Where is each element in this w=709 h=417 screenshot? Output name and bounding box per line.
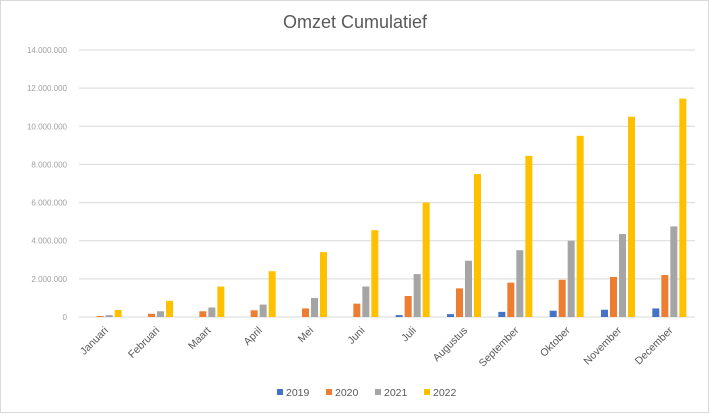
y-tick-label: 6.000.000	[31, 199, 67, 208]
bar-2019-december	[652, 308, 660, 317]
y-tick-label: 0	[63, 313, 68, 322]
y-tick-label: 12.000.000	[27, 84, 68, 93]
bar-2021-januari	[105, 315, 113, 317]
legend-label: 2021	[384, 387, 408, 399]
bar-2021-augustus	[465, 260, 472, 317]
bar-2022-mei	[320, 252, 327, 317]
bar-2020-oktober	[558, 279, 566, 317]
y-tick-label: 8.000.000	[31, 160, 67, 169]
y-tick-label: 14.000.000	[27, 46, 68, 55]
bar-2021-mei	[311, 297, 318, 317]
bar-2022-november	[628, 116, 635, 317]
x-tick-label: Juni	[345, 325, 367, 347]
bar-2020-april	[250, 310, 258, 317]
bar-2019-oktober	[549, 310, 557, 317]
bar-2022-februari	[166, 300, 173, 317]
x-tick-label: Februari	[126, 325, 162, 361]
x-tick-label: Maart	[186, 325, 214, 353]
bar-2020-december	[661, 275, 669, 317]
bar-2022-oktober	[576, 135, 584, 317]
legend-label: 2019	[286, 387, 310, 399]
bar-2021-december	[670, 226, 678, 317]
y-tick-label: 2.000.000	[31, 275, 67, 284]
x-tick-label: December	[633, 324, 676, 367]
bar-2019-november	[601, 309, 608, 317]
bar-2019-augustus	[447, 314, 454, 317]
bar-2020-november	[610, 276, 617, 317]
legend-swatch-2021	[375, 389, 381, 395]
y-tick-label: 4.000.000	[31, 237, 67, 246]
x-tick-label: November	[581, 324, 624, 367]
bar-2022-maart	[217, 286, 225, 317]
bar-2019-juli	[395, 315, 403, 317]
legend-swatch-2020	[326, 389, 332, 395]
bar-2021-oktober	[567, 240, 575, 317]
bar-2020-januari	[96, 316, 104, 317]
y-tick-label: 10.000.000	[27, 122, 68, 131]
bar-2022-januari	[114, 309, 122, 317]
bar-2021-februari	[157, 311, 164, 317]
bar-2022-december	[679, 98, 687, 317]
legend-label: 2020	[335, 387, 359, 399]
bar-2021-november	[619, 234, 626, 317]
x-tick-label: September	[477, 324, 522, 369]
bar-2021-april	[259, 304, 267, 317]
legend-swatch-2022	[424, 389, 430, 395]
bar-2022-augustus	[474, 173, 481, 317]
bar-2021-september	[516, 250, 524, 317]
x-tick-label: Oktober	[538, 324, 573, 359]
bar-2022-april	[268, 271, 276, 317]
x-tick-label: Mei	[296, 325, 316, 345]
x-tick-label: Januari	[78, 325, 111, 358]
bar-2021-juni	[362, 286, 370, 317]
bar-2020-juli	[404, 296, 412, 317]
bar-2020-februari	[148, 313, 155, 317]
x-tick-label: Augustus	[431, 325, 470, 364]
bar-2019-september	[498, 311, 506, 317]
bar-2020-augustus	[456, 288, 463, 317]
x-tick-label: April	[241, 325, 264, 348]
bar-2022-juni	[371, 230, 379, 317]
bar-2020-juni	[353, 303, 361, 317]
bar-2021-maart	[208, 307, 216, 317]
legend-label: 2022	[433, 387, 457, 399]
legend-swatch-2019	[277, 389, 283, 395]
bar-2020-mei	[302, 308, 309, 317]
x-tick-label: Juli	[399, 325, 419, 345]
bar-2022-juli	[422, 202, 430, 317]
bar-2022-september	[525, 155, 533, 317]
bar-2020-september	[507, 282, 515, 317]
chart-title: Omzet Cumulatief	[283, 12, 428, 32]
bar-2020-maart	[199, 311, 207, 317]
bar-2021-juli	[413, 274, 421, 317]
